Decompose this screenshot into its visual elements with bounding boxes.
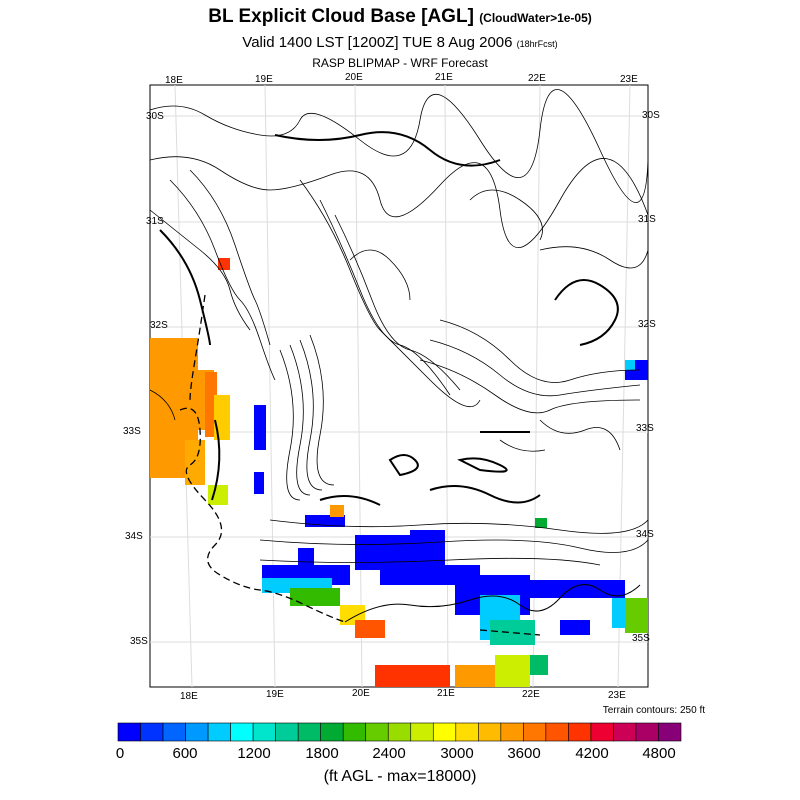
right-lat-label: 34S <box>636 529 654 540</box>
right-lat-label: 31S <box>638 214 656 225</box>
colorbar-swatch <box>635 722 659 742</box>
top-lon-label: 22E <box>528 73 546 84</box>
colorbar-swatch <box>410 722 434 742</box>
colorbar-swatch <box>230 722 254 742</box>
colorbar-units: (ft AGL - max=18000) <box>323 768 477 785</box>
bottom-lon-label: 23E <box>608 690 626 701</box>
colorbar-swatch <box>185 722 209 742</box>
bottom-lon-label: 22E <box>522 689 540 700</box>
title-note: (CloudWater>1e-05) <box>479 11 592 25</box>
colorbar-swatch <box>545 722 569 742</box>
colorbar-swatch <box>613 722 637 742</box>
colorbar <box>117 722 682 742</box>
major-contours <box>159 131 619 506</box>
left-lat-label: 34S <box>125 531 143 542</box>
right-lat-label: 32S <box>638 319 656 330</box>
bottom-lon-label: 18E <box>180 691 198 702</box>
colorbar-tick-label: 2400 <box>372 745 406 762</box>
coastline-solid <box>344 584 641 623</box>
colorbar-swatch <box>568 722 592 742</box>
left-lat-label: 32S <box>150 320 168 331</box>
coastline <box>179 294 541 636</box>
top-lon-label: 18E <box>165 75 183 86</box>
right-lat-label: 30S <box>642 110 660 121</box>
source-line: RASP BLIPMAP - WRF Forecast <box>312 56 488 70</box>
left-lat-label: 31S <box>146 216 164 227</box>
colorbar-swatch <box>140 722 164 742</box>
colorbar-swatch <box>455 722 479 742</box>
bottom-lon-label: 21E <box>437 688 455 699</box>
colorbar-swatch <box>432 722 457 742</box>
right-lat-label: 35S <box>632 633 650 644</box>
cloud-base-cells <box>150 258 648 687</box>
colorbar-tick-label: 4800 <box>642 745 676 762</box>
colorbar-tick-label: 1800 <box>305 745 339 762</box>
colorbar-swatch <box>478 722 502 742</box>
colorbar-swatch <box>320 722 344 742</box>
colorbar-swatch <box>658 722 682 742</box>
bottom-lon-label: 19E <box>266 689 284 700</box>
colorbar-tick-label: 3600 <box>507 745 541 762</box>
colorbar-tick-label: 600 <box>172 745 198 762</box>
right-lat-label: 33S <box>636 423 654 434</box>
left-lat-label: 33S <box>123 426 141 437</box>
bottom-lon-label: 20E <box>352 688 370 699</box>
top-lon-label: 19E <box>255 74 273 85</box>
left-lat-label: 35S <box>130 636 148 647</box>
colorbar-swatch <box>117 722 141 742</box>
top-lon-label: 20E <box>345 72 363 83</box>
colorbar-swatch <box>523 722 547 742</box>
colorbar-swatch <box>252 722 276 742</box>
top-lon-label: 23E <box>620 74 638 85</box>
colorbar-swatch <box>207 722 231 742</box>
colorbar-tick-label: 4200 <box>575 745 609 762</box>
map-subtitle: Valid 1400 LST [1200Z] TUE 8 Aug 2006 (1… <box>242 34 558 51</box>
left-lat-label: 30S <box>146 111 164 122</box>
colorbar-swatch <box>365 722 389 742</box>
forecast-hour-note: (18hrFcst) <box>516 39 558 49</box>
colorbar-swatch <box>297 722 321 742</box>
map-title: BL Explicit Cloud Base [AGL] (CloudWater… <box>208 6 592 27</box>
colorbar-tick-label: 3000 <box>440 745 474 762</box>
colorbar-swatch <box>590 722 614 742</box>
colorbar-swatch <box>162 722 186 742</box>
terrain-contour-note: Terrain contours: 250 ft <box>602 705 705 716</box>
colorbar-swatch <box>275 722 299 742</box>
top-lon-label: 21E <box>435 72 453 83</box>
terrain-contours <box>149 89 649 566</box>
colorbar-swatch <box>342 722 367 742</box>
colorbar-swatch <box>387 722 412 742</box>
colorbar-swatch <box>500 722 524 742</box>
colorbar-tick-label: 1200 <box>237 745 271 762</box>
colorbar-tick-label: 0 <box>115 745 125 762</box>
